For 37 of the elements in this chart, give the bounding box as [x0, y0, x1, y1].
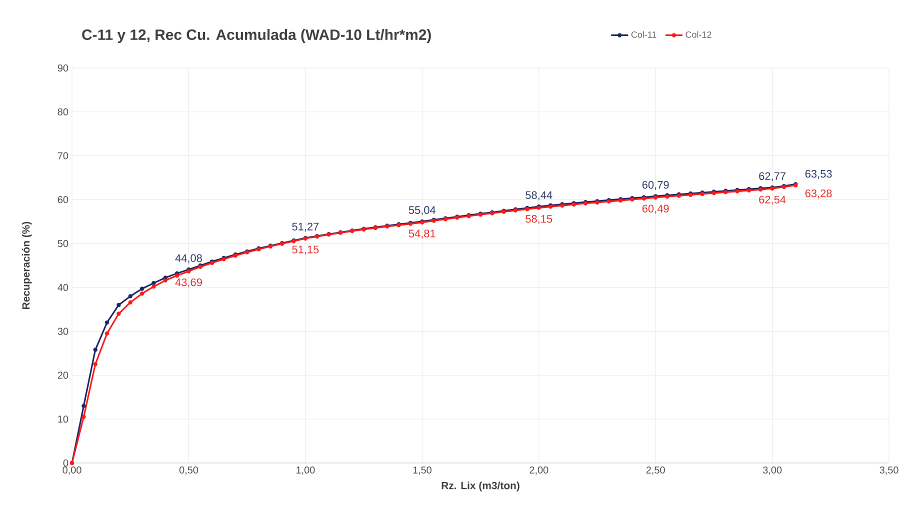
data-label: 43,69	[175, 278, 202, 288]
y-tick-label: 40	[58, 284, 68, 291]
y-tick-label: 0	[63, 459, 68, 467]
y-tick-label: 90	[58, 64, 68, 72]
data-label: 58,15	[526, 214, 552, 224]
x-tick-label: 3,00	[762, 466, 782, 475]
x-tick-label: 1,00	[296, 466, 315, 475]
data-label: 51,15	[292, 246, 319, 255]
legend-label: Col-11	[631, 31, 656, 38]
data-label: 63,28	[805, 189, 832, 199]
y-tick-label: 70	[58, 152, 68, 160]
x-tick-label: 0,50	[179, 466, 198, 475]
chart-title: C-11 y 12, Rec Cu. Acumulada (WAD-10 Lt/hr*m2)	[82, 29, 431, 43]
y-tick-label: 60	[58, 196, 68, 204]
y-tick-label: 80	[58, 108, 68, 116]
data-label: 62,77	[759, 172, 786, 182]
data-label: 54,81	[408, 230, 436, 239]
y-tick-label: 50	[58, 240, 68, 248]
x-tick-label: 3,50	[880, 466, 898, 475]
data-label: 60,49	[642, 204, 669, 214]
data-label: 58,44	[526, 191, 552, 200]
x-tick-label: 1,50	[413, 466, 432, 475]
data-label: 63,53	[805, 170, 832, 179]
x-tick-label: 2,00	[530, 466, 548, 475]
x-tick-label: 2,50	[646, 466, 665, 475]
data-label: 44,08	[175, 254, 202, 264]
legend-label: Col-12	[686, 31, 712, 38]
y-axis-title: Recuperación (%)	[22, 222, 32, 309]
data-label: 55,04	[408, 206, 436, 216]
x-axis-title: Rz. Lix (m3/ton)	[442, 482, 520, 492]
y-tick-label: 30	[58, 328, 68, 335]
y-tick-label: 10	[58, 416, 68, 423]
data-label: 62,54	[759, 196, 786, 205]
data-label: 60,79	[642, 180, 669, 190]
data-label: 51,27	[292, 222, 319, 232]
x-tick-label: 0,00	[62, 466, 82, 475]
y-tick-label: 20	[58, 372, 68, 379]
